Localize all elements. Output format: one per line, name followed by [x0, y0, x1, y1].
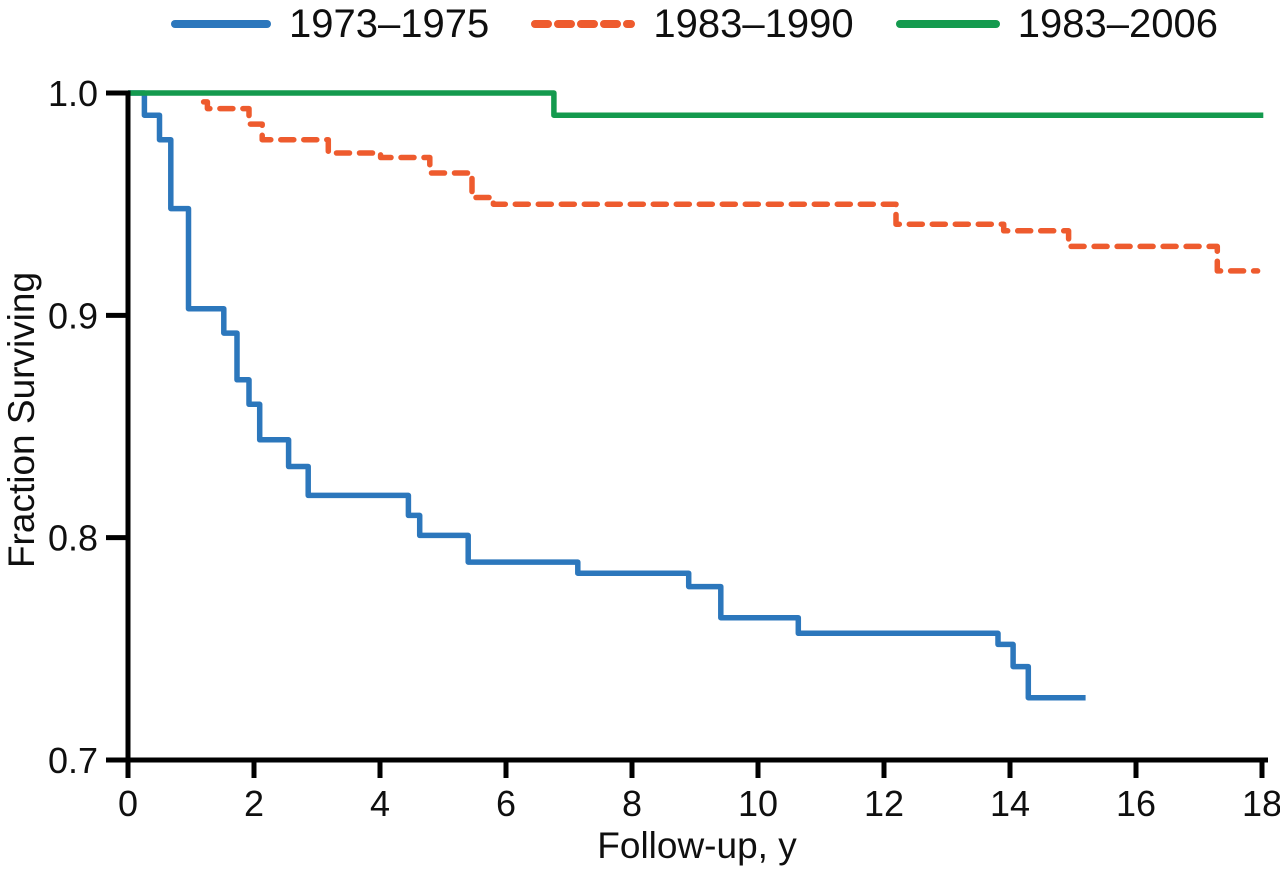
x-tick-label: 8 — [622, 783, 642, 824]
legend-label: 1973–1975 — [289, 2, 490, 46]
x-tick-label: 2 — [244, 783, 264, 824]
x-tick-label: 16 — [1116, 783, 1156, 824]
legend-line-swatch-solid-green — [895, 20, 1000, 28]
axes-layer: 0.7 0.8 0.9 1.0 0 2 4 6 8 10 12 14 16 18 — [48, 73, 1280, 824]
x-tick-label: 18 — [1242, 783, 1280, 824]
y-tick-label: 1.0 — [48, 73, 98, 114]
curve-1983-2006 — [128, 90, 1264, 118]
curve-1983-1990 — [200, 99, 1261, 274]
x-tick-label: 10 — [738, 783, 778, 824]
legend-item-1983-2006: 1983–2006 — [895, 4, 1218, 44]
legend-label: 1983–2006 — [1017, 2, 1218, 46]
legend-line-swatch-dashed-orange — [531, 20, 636, 28]
x-tick-label: 0 — [118, 783, 138, 824]
y-axis-title: Fraction Surviving — [1, 272, 42, 568]
chart-legend: 1973–1975 1983–1990 1983–2006 — [170, 0, 1218, 48]
y-tick-label: 0.9 — [48, 295, 98, 336]
curves-layer — [128, 90, 1264, 701]
legend-label: 1983–1990 — [653, 2, 854, 46]
x-tick-label: 4 — [370, 783, 390, 824]
x-axis-title: Follow-up, y — [597, 825, 797, 866]
y-tick-label: 0.8 — [48, 518, 98, 559]
y-tick-label: 0.7 — [48, 740, 98, 781]
x-tick-label: 12 — [864, 783, 904, 824]
legend-item-1973-1975: 1973–1975 — [170, 4, 489, 44]
curve-1973-1975 — [128, 90, 1086, 701]
legend-line-swatch-solid-blue — [171, 20, 271, 28]
x-tick-label: 14 — [990, 783, 1030, 824]
x-tick-label: 6 — [496, 783, 516, 824]
legend-item-1983-1990: 1983–1990 — [530, 2, 854, 46]
